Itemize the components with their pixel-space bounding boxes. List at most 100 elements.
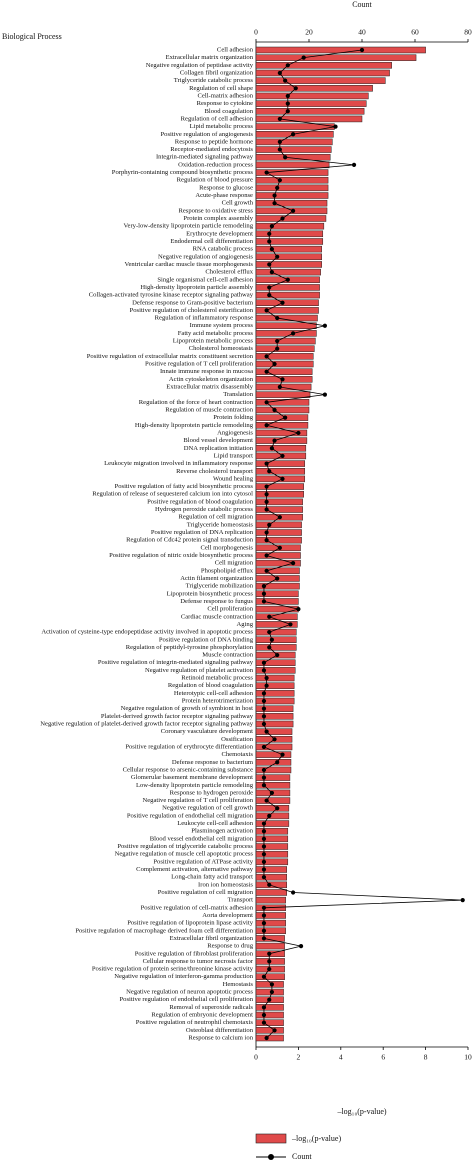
category-label: Platelet-derived growth factor receptor … [101, 713, 254, 720]
x2-tick-label: 60 [411, 28, 419, 37]
bar [255, 498, 303, 506]
count-dot [291, 890, 296, 895]
bar [255, 353, 314, 360]
bar [255, 184, 329, 192]
category-label: Activation of cysteine-type endopeptidas… [41, 629, 253, 636]
category-label: Osteoblast differentiation [186, 1027, 254, 1034]
count-dot [280, 377, 285, 382]
bar [255, 284, 320, 291]
count-dot [269, 989, 274, 995]
count-dot [293, 86, 298, 91]
category-label: Positive regulation of triglyceride cata… [117, 843, 253, 850]
category-label: Regulation of release of sequestered cal… [92, 491, 253, 498]
count-dot [291, 132, 296, 137]
bar [255, 605, 299, 613]
category-label: Response to calcium ion [188, 1035, 253, 1042]
category-label: Cell growth [222, 200, 254, 207]
count-dot [283, 415, 288, 420]
bar [255, 912, 286, 919]
category-label: Extracellular matrix disassembly [166, 384, 253, 391]
bar [255, 835, 289, 843]
count-dot [261, 698, 267, 704]
category-label: Regulation of cell shape [189, 85, 253, 92]
x-tick-label: 10 [464, 1053, 472, 1062]
bar [255, 705, 294, 712]
category-label: Cardiac muscle contraction [181, 613, 254, 620]
category-label: Regulation of cell adhesion [181, 115, 254, 122]
count-dot [261, 721, 267, 727]
category-label: Low-density lipoprotein particle remodel… [136, 782, 254, 789]
count-dot [261, 836, 267, 841]
bar [255, 590, 299, 598]
category-label: Triglyceride homeostasis [187, 521, 254, 528]
count-dot [275, 760, 280, 765]
category-label: Ventricular cardiac muscle tissue morpho… [124, 261, 253, 268]
category-label: Actin filament organization [180, 575, 253, 582]
count-dot [267, 966, 272, 972]
count-dot [261, 714, 267, 719]
bar [255, 1034, 284, 1042]
count-dot [277, 384, 282, 390]
count-dot [272, 1028, 277, 1033]
x2-axis-label: Count [352, 0, 372, 9]
count-dot [272, 193, 277, 198]
count-dot [280, 300, 285, 305]
bar [255, 92, 369, 100]
category-label: Positive regulation of cholesterol ester… [130, 307, 254, 314]
bar [255, 1011, 284, 1019]
category-label: Collagen fibril organization [180, 69, 254, 76]
legend-dot [268, 1154, 274, 1160]
bar [255, 636, 297, 643]
bar [255, 100, 367, 107]
category-label: Positive regulation of endothelial cell … [120, 996, 254, 1003]
x-tick-label: 0 [254, 1053, 258, 1062]
category-label: Blood vessel endothelial cell migration [150, 835, 254, 842]
count-dot [269, 982, 274, 987]
count-dot [280, 453, 285, 459]
category-label: Negative regulation of platelet activati… [145, 667, 254, 674]
category-label: Positive regulation of cell-matrix adhes… [141, 904, 254, 911]
category-label: Positive regulation of nitric oxide bios… [109, 552, 253, 559]
bar [255, 406, 310, 414]
count-dot [261, 867, 267, 872]
bar [255, 1004, 284, 1011]
bar [255, 919, 286, 927]
x2-tick-label: 80 [464, 28, 472, 37]
category-label: Regulation of blood coagulation [168, 682, 254, 689]
category-label: Muscle contraction [202, 652, 253, 659]
count-dot [280, 216, 285, 221]
bar [255, 981, 284, 988]
count-dot [261, 706, 267, 711]
bar [255, 552, 301, 559]
count-dot [264, 170, 269, 175]
category-label: Removal of superoxide radicals [169, 1004, 253, 1011]
category-label: Single organismal cell-cell adhesion [157, 276, 253, 283]
category-label: Aorta development [202, 912, 253, 919]
category-label: Iron ion homeostasis [198, 881, 253, 888]
category-label: Very-low-density lipoprotein particle re… [124, 223, 254, 230]
bar [255, 797, 291, 804]
count-dot [351, 162, 357, 167]
count-dot [283, 78, 288, 83]
bar [255, 414, 309, 421]
category-label: Retinoid metabolic process [181, 675, 253, 682]
category-label: Cell migration [215, 560, 254, 567]
count-dot [275, 254, 280, 259]
bar [255, 475, 306, 483]
count-dot [264, 530, 269, 535]
category-label: Extracellular fibril organization [170, 935, 254, 942]
category-label: Leukocyte cell-cell adhesion [177, 820, 253, 827]
count-dot [261, 974, 267, 979]
count-dot [275, 185, 280, 190]
count-dot [275, 806, 280, 811]
bar [255, 881, 287, 889]
count-dot [296, 607, 301, 612]
bar [255, 322, 317, 329]
category-label: Long-chain fatty acid transport [171, 874, 253, 881]
bar [255, 728, 293, 735]
count-dot [261, 852, 267, 857]
bar [255, 674, 295, 682]
count-dot [285, 109, 290, 114]
count-dot [261, 599, 267, 604]
category-label: Positive regulation of ATPase activity [153, 858, 253, 865]
